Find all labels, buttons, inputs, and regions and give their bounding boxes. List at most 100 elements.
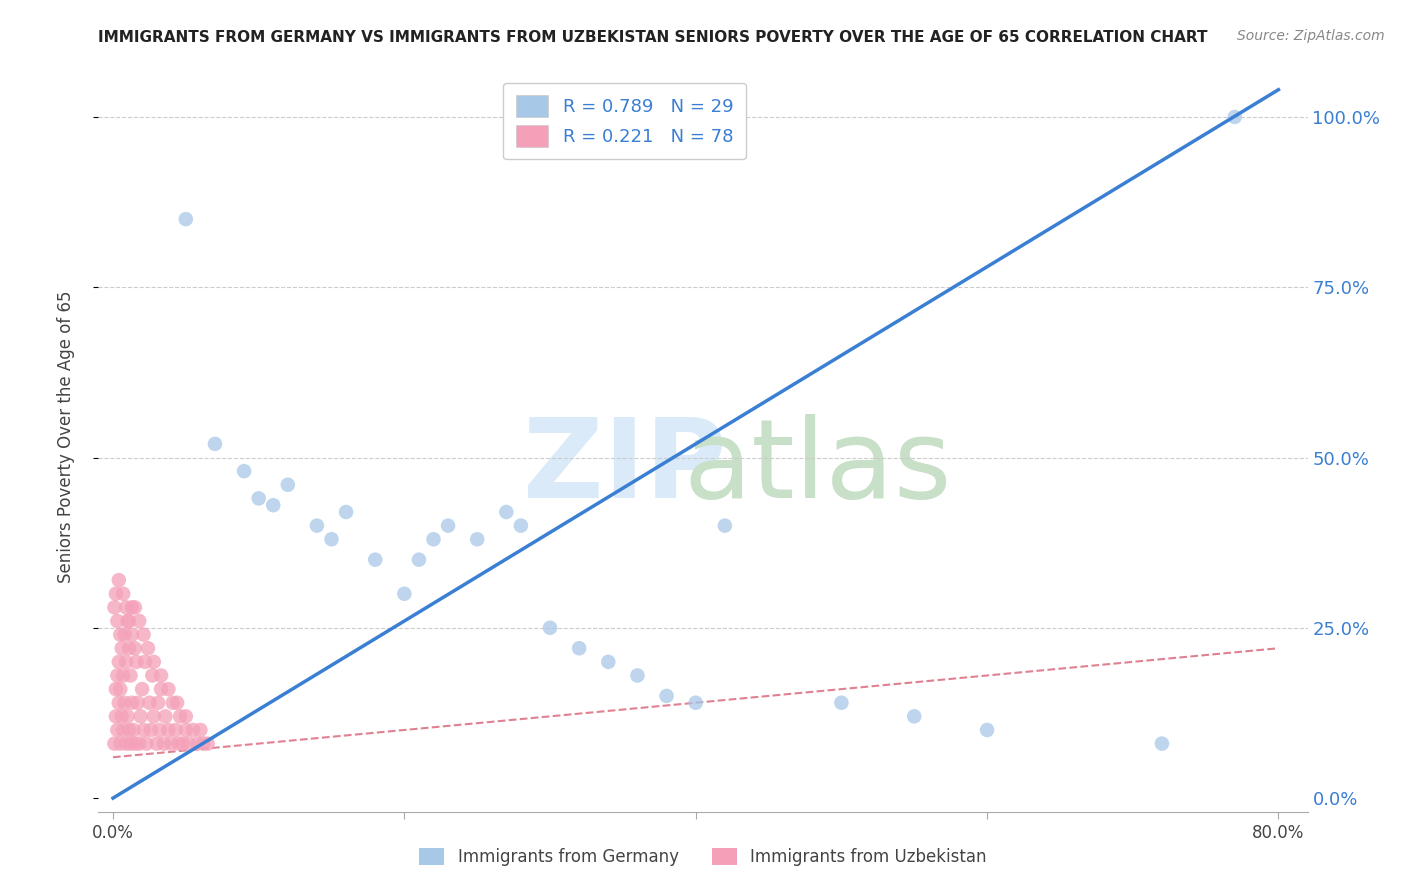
Point bbox=[174, 723, 197, 737]
Point bbox=[120, 668, 142, 682]
Point bbox=[598, 655, 620, 669]
Point bbox=[121, 696, 143, 710]
Point bbox=[128, 737, 150, 751]
Point bbox=[162, 696, 184, 710]
Point bbox=[976, 723, 998, 737]
Point bbox=[655, 689, 678, 703]
Point bbox=[495, 505, 517, 519]
Point bbox=[626, 668, 648, 682]
Point bbox=[121, 627, 143, 641]
Point bbox=[1150, 737, 1173, 751]
Point bbox=[903, 709, 925, 723]
Point bbox=[138, 696, 160, 710]
Point bbox=[110, 682, 132, 697]
Point bbox=[105, 723, 128, 737]
Point bbox=[155, 709, 177, 723]
Point bbox=[118, 614, 141, 628]
Point bbox=[142, 655, 165, 669]
Point bbox=[150, 682, 173, 697]
Point bbox=[177, 737, 200, 751]
Point bbox=[153, 737, 176, 751]
Point bbox=[118, 723, 141, 737]
Point bbox=[1223, 110, 1246, 124]
Point bbox=[124, 737, 146, 751]
Point bbox=[122, 723, 145, 737]
Point bbox=[277, 477, 299, 491]
Text: Source: ZipAtlas.com: Source: ZipAtlas.com bbox=[1237, 29, 1385, 44]
Point bbox=[110, 627, 132, 641]
Point bbox=[105, 614, 128, 628]
Point bbox=[108, 655, 131, 669]
Point bbox=[233, 464, 256, 478]
Point bbox=[714, 518, 737, 533]
Point bbox=[364, 552, 387, 566]
Point bbox=[437, 518, 460, 533]
Point bbox=[146, 696, 169, 710]
Point bbox=[568, 641, 591, 656]
Point bbox=[117, 614, 139, 628]
Point bbox=[112, 587, 135, 601]
Point bbox=[150, 668, 173, 682]
Point bbox=[115, 737, 138, 751]
Point bbox=[134, 655, 156, 669]
Point bbox=[186, 737, 208, 751]
Point bbox=[142, 709, 165, 723]
Point bbox=[118, 641, 141, 656]
Point bbox=[121, 600, 143, 615]
Text: IMMIGRANTS FROM GERMANY VS IMMIGRANTS FROM UZBEKISTAN SENIORS POVERTY OVER THE A: IMMIGRANTS FROM GERMANY VS IMMIGRANTS FR… bbox=[98, 29, 1208, 45]
Point bbox=[128, 614, 150, 628]
Point bbox=[112, 668, 135, 682]
Point bbox=[120, 737, 142, 751]
Point bbox=[408, 552, 430, 566]
Point bbox=[129, 709, 152, 723]
Point bbox=[103, 600, 125, 615]
Point bbox=[135, 737, 157, 751]
Text: atlas: atlas bbox=[683, 414, 952, 521]
Point bbox=[509, 518, 531, 533]
Point bbox=[181, 723, 204, 737]
Point bbox=[114, 627, 136, 641]
Point bbox=[117, 709, 139, 723]
Point bbox=[127, 696, 149, 710]
Point bbox=[145, 737, 167, 751]
Point bbox=[305, 518, 328, 533]
Point bbox=[190, 723, 212, 737]
Point bbox=[115, 655, 138, 669]
Point bbox=[105, 668, 128, 682]
Point bbox=[204, 437, 226, 451]
Point bbox=[108, 696, 131, 710]
Point bbox=[422, 533, 444, 547]
Point bbox=[141, 668, 163, 682]
Point bbox=[136, 641, 159, 656]
Y-axis label: Seniors Poverty Over the Age of 65: Seniors Poverty Over the Age of 65 bbox=[56, 291, 75, 583]
Point bbox=[394, 587, 416, 601]
Point bbox=[174, 212, 197, 227]
Point bbox=[131, 682, 153, 697]
Point bbox=[124, 641, 146, 656]
Point bbox=[193, 737, 215, 751]
Point bbox=[111, 709, 134, 723]
Point bbox=[166, 696, 188, 710]
Point bbox=[115, 600, 138, 615]
Point bbox=[262, 498, 284, 512]
Legend: R = 0.789   N = 29, R = 0.221   N = 78: R = 0.789 N = 29, R = 0.221 N = 78 bbox=[503, 83, 745, 160]
Point bbox=[165, 723, 187, 737]
Point bbox=[139, 723, 162, 737]
Point bbox=[172, 737, 194, 751]
Point bbox=[114, 696, 136, 710]
Point bbox=[104, 682, 127, 697]
Point bbox=[197, 737, 219, 751]
Point bbox=[124, 600, 146, 615]
Point bbox=[174, 709, 197, 723]
Point bbox=[465, 533, 488, 547]
Point bbox=[149, 723, 172, 737]
Point bbox=[167, 737, 190, 751]
Point bbox=[169, 709, 191, 723]
Point bbox=[108, 573, 131, 587]
Point bbox=[247, 491, 270, 506]
Point bbox=[111, 641, 134, 656]
Point bbox=[132, 723, 155, 737]
Point bbox=[132, 627, 155, 641]
Point bbox=[830, 696, 852, 710]
Point bbox=[321, 533, 343, 547]
